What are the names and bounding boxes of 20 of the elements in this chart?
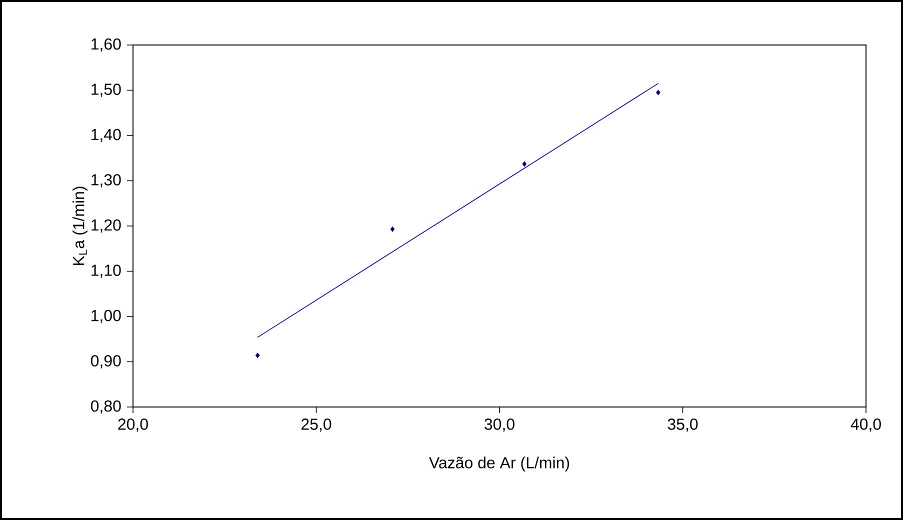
y-tick-label: 1,00 bbox=[92, 310, 121, 324]
y-tick-label: 1,60 bbox=[92, 38, 121, 52]
y-tick-label: 1,50 bbox=[92, 84, 121, 97]
point bbox=[255, 352, 260, 358]
x-tick-label: 40,0 bbox=[850, 418, 881, 432]
y-tick-label: 0,80 bbox=[90, 400, 121, 414]
y-tick-label: 1,20 bbox=[92, 219, 121, 233]
y-tick-label: 0,90 bbox=[90, 355, 121, 368]
y-axis-title: K$_{L}$a (1/min) bbox=[72, 186, 88, 265]
point bbox=[656, 90, 660, 96]
y-tick-label: 1,30 bbox=[92, 174, 121, 188]
x-tick-label: 20,0 bbox=[118, 418, 148, 432]
y-tick-label: 1,10 bbox=[92, 264, 121, 278]
x-tick-label: 35,0 bbox=[668, 418, 698, 432]
x-axis-title: Vazão de Ar (L/min) bbox=[429, 456, 570, 472]
point bbox=[522, 161, 527, 167]
y-tick-label: 1,40 bbox=[92, 128, 121, 142]
x-tick-label: 25,0 bbox=[301, 418, 332, 432]
point bbox=[390, 226, 395, 232]
x-tick-label: 30,0 bbox=[484, 418, 514, 432]
